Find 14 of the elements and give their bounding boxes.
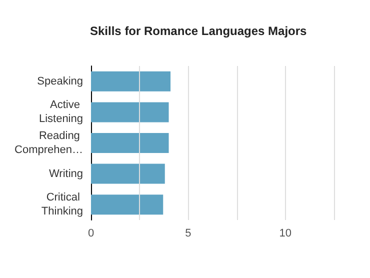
bar: [91, 102, 169, 122]
bar: [91, 132, 169, 154]
x-tick-label: 0: [88, 228, 94, 240]
y-tick-label: Writing: [48, 168, 83, 180]
chart-title: Skills for Romance Languages Majors: [90, 24, 308, 38]
y-tick-label: Critical Thinking: [41, 192, 83, 218]
y-tick-label: Speaking: [37, 75, 83, 88]
y-tick-label: Reading Comprehen…: [14, 130, 83, 156]
y-tick-label: Active Listening: [38, 99, 83, 126]
x-tick-label: 10: [279, 228, 292, 240]
bar: [91, 164, 165, 184]
bar: [91, 194, 164, 215]
bar: [91, 71, 171, 92]
x-tick-label: 5: [185, 228, 192, 240]
